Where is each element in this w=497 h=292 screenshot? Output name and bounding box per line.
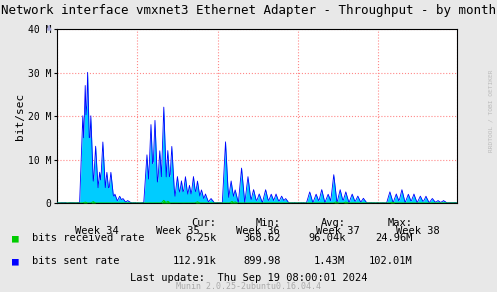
Text: 24.96M: 24.96M [375, 233, 413, 243]
Text: Week 37: Week 37 [316, 225, 360, 236]
Text: Week 34: Week 34 [76, 225, 119, 236]
Text: Munin 2.0.25-2ubuntu0.16.04.4: Munin 2.0.25-2ubuntu0.16.04.4 [176, 281, 321, 291]
Text: 6.25k: 6.25k [185, 233, 216, 243]
Text: Cur:: Cur: [191, 218, 216, 228]
Text: 96.04k: 96.04k [308, 233, 345, 243]
Text: Week 36: Week 36 [236, 225, 279, 236]
Text: Min:: Min: [256, 218, 281, 228]
Text: 368.62: 368.62 [244, 233, 281, 243]
Text: 899.98: 899.98 [244, 256, 281, 266]
Text: Network interface vmxnet3 Ethernet Adapter - Throughput - by month: Network interface vmxnet3 Ethernet Adapt… [1, 4, 496, 18]
Text: 112.91k: 112.91k [172, 256, 216, 266]
Text: bits sent rate: bits sent rate [32, 256, 120, 266]
Y-axis label: bit/sec: bit/sec [15, 93, 25, 140]
Text: bits received rate: bits received rate [32, 233, 145, 243]
Text: ■: ■ [12, 233, 19, 243]
Text: 102.01M: 102.01M [369, 256, 413, 266]
Text: RRDTOOL / TOBI OETIKER: RRDTOOL / TOBI OETIKER [489, 70, 494, 152]
Text: Avg:: Avg: [321, 218, 345, 228]
Text: Last update:  Thu Sep 19 08:00:01 2024: Last update: Thu Sep 19 08:00:01 2024 [130, 273, 367, 283]
Text: 1.43M: 1.43M [314, 256, 345, 266]
Text: Week 35: Week 35 [156, 225, 199, 236]
Text: Max:: Max: [388, 218, 413, 228]
Text: ■: ■ [12, 256, 19, 266]
Text: Week 38: Week 38 [396, 225, 440, 236]
